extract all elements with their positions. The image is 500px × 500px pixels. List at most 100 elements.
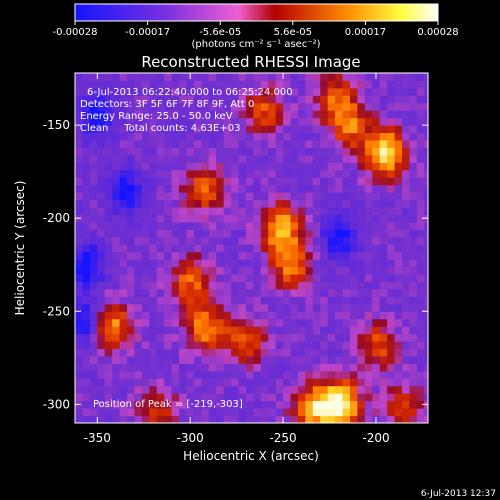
heatmap-cell <box>193 318 202 327</box>
heatmap-cell <box>349 169 358 178</box>
heatmap-cell <box>97 80 106 89</box>
heatmap-cell <box>127 229 135 238</box>
heatmap-cell <box>327 207 336 215</box>
heatmap-cell <box>208 370 217 379</box>
heatmap-cell <box>387 73 396 81</box>
heatmap-cell <box>75 221 83 230</box>
heatmap-cell <box>141 177 150 186</box>
heatmap-cell <box>82 236 91 245</box>
heatmap-cell <box>104 140 113 148</box>
annotation-time-range: 6-Jul-2013 06:22:40.000 to 06:25:24.000 <box>87 87 293 98</box>
heatmap-cell <box>104 363 113 372</box>
heatmap-cell <box>89 102 98 111</box>
heatmap-cell <box>357 393 366 402</box>
heatmap-cell <box>312 370 321 379</box>
heatmap-cell <box>349 326 358 335</box>
heatmap-cell <box>268 355 277 364</box>
heatmap-cell <box>357 355 366 364</box>
heatmap-cell <box>387 184 396 193</box>
colorbar-tick-label: -5.6e-05 <box>199 27 241 38</box>
heatmap-cell <box>149 400 158 409</box>
heatmap-cell <box>283 341 292 350</box>
heatmap-cell <box>379 266 388 275</box>
heatmap-cell <box>372 169 381 178</box>
heatmap-cell <box>283 207 292 215</box>
heatmap-cell <box>401 385 410 394</box>
heatmap-cell <box>112 73 121 81</box>
heatmap-cell <box>127 355 135 364</box>
heatmap-cell <box>364 333 373 342</box>
heatmap-cell <box>171 117 180 126</box>
heatmap-cell <box>305 363 314 372</box>
heatmap-cell <box>349 318 358 327</box>
heatmap-cell <box>82 125 91 134</box>
heatmap-cell <box>179 296 187 305</box>
heatmap-cell <box>372 333 381 342</box>
heatmap-cell <box>372 102 381 111</box>
heatmap-cell <box>208 125 217 134</box>
heatmap-cell <box>193 288 202 297</box>
heatmap-cell <box>379 288 388 297</box>
heatmap-cell <box>320 400 329 409</box>
heatmap-cell <box>364 132 373 141</box>
heatmap-cell <box>290 311 299 320</box>
heatmap-cell <box>208 95 217 104</box>
heatmap-cell <box>97 296 106 305</box>
colorbar-tick-label: -0.00017 <box>125 27 170 38</box>
heatmap-cell <box>245 214 254 223</box>
heatmap-cell <box>238 251 247 260</box>
heatmap-cell <box>231 318 239 327</box>
heatmap-cell <box>290 221 299 230</box>
heatmap-cell <box>216 87 225 96</box>
heatmap-cell <box>245 333 254 342</box>
heatmap-cell <box>216 102 225 111</box>
heatmap-cell <box>335 80 344 89</box>
heatmap-cell <box>335 73 344 81</box>
heatmap-cell <box>238 229 247 238</box>
heatmap-cell <box>75 192 83 201</box>
heatmap-cell <box>379 274 388 283</box>
heatmap-cell <box>201 125 210 134</box>
heatmap-cell <box>245 311 254 320</box>
heatmap-cell <box>409 199 418 208</box>
heatmap-cell <box>112 311 121 320</box>
heatmap-cell <box>97 378 106 387</box>
heatmap-cell <box>342 385 351 394</box>
heatmap-cell <box>119 229 128 238</box>
heatmap-cell <box>104 288 113 297</box>
heatmap-cell <box>424 244 428 253</box>
heatmap-cell <box>297 266 306 275</box>
heatmap-cell <box>357 259 366 268</box>
heatmap-cell <box>387 303 396 312</box>
heatmap-cell <box>357 214 366 223</box>
heatmap-cell <box>141 400 150 409</box>
heatmap-cell <box>312 393 321 402</box>
heatmap-cell <box>387 385 396 394</box>
heatmap-cell <box>186 125 195 134</box>
heatmap-cell <box>320 87 329 96</box>
heatmap-cell <box>394 95 403 104</box>
heatmap-cell <box>312 266 321 275</box>
heatmap-cell <box>119 110 128 119</box>
heatmap-cell <box>75 370 83 379</box>
heatmap-cell <box>372 370 381 379</box>
heatmap-cell <box>97 259 106 268</box>
heatmap-cell <box>283 95 292 104</box>
heatmap-cell <box>156 110 165 119</box>
heatmap-cell <box>156 199 165 208</box>
heatmap-cell <box>253 80 262 89</box>
heatmap-cell <box>193 184 202 193</box>
heatmap-cell <box>379 125 388 134</box>
heatmap-cell <box>82 244 91 253</box>
heatmap-cell <box>409 378 418 387</box>
heatmap-cell <box>208 132 217 141</box>
heatmap-cell <box>134 251 143 260</box>
heatmap-cell <box>245 385 254 394</box>
heatmap-cell <box>164 355 173 364</box>
heatmap-cell <box>141 236 150 245</box>
heatmap-cell <box>149 87 158 96</box>
heatmap-cell <box>275 184 284 193</box>
heatmap-cell <box>327 378 336 387</box>
heatmap-cell <box>208 177 217 186</box>
heatmap-cell <box>335 415 344 423</box>
